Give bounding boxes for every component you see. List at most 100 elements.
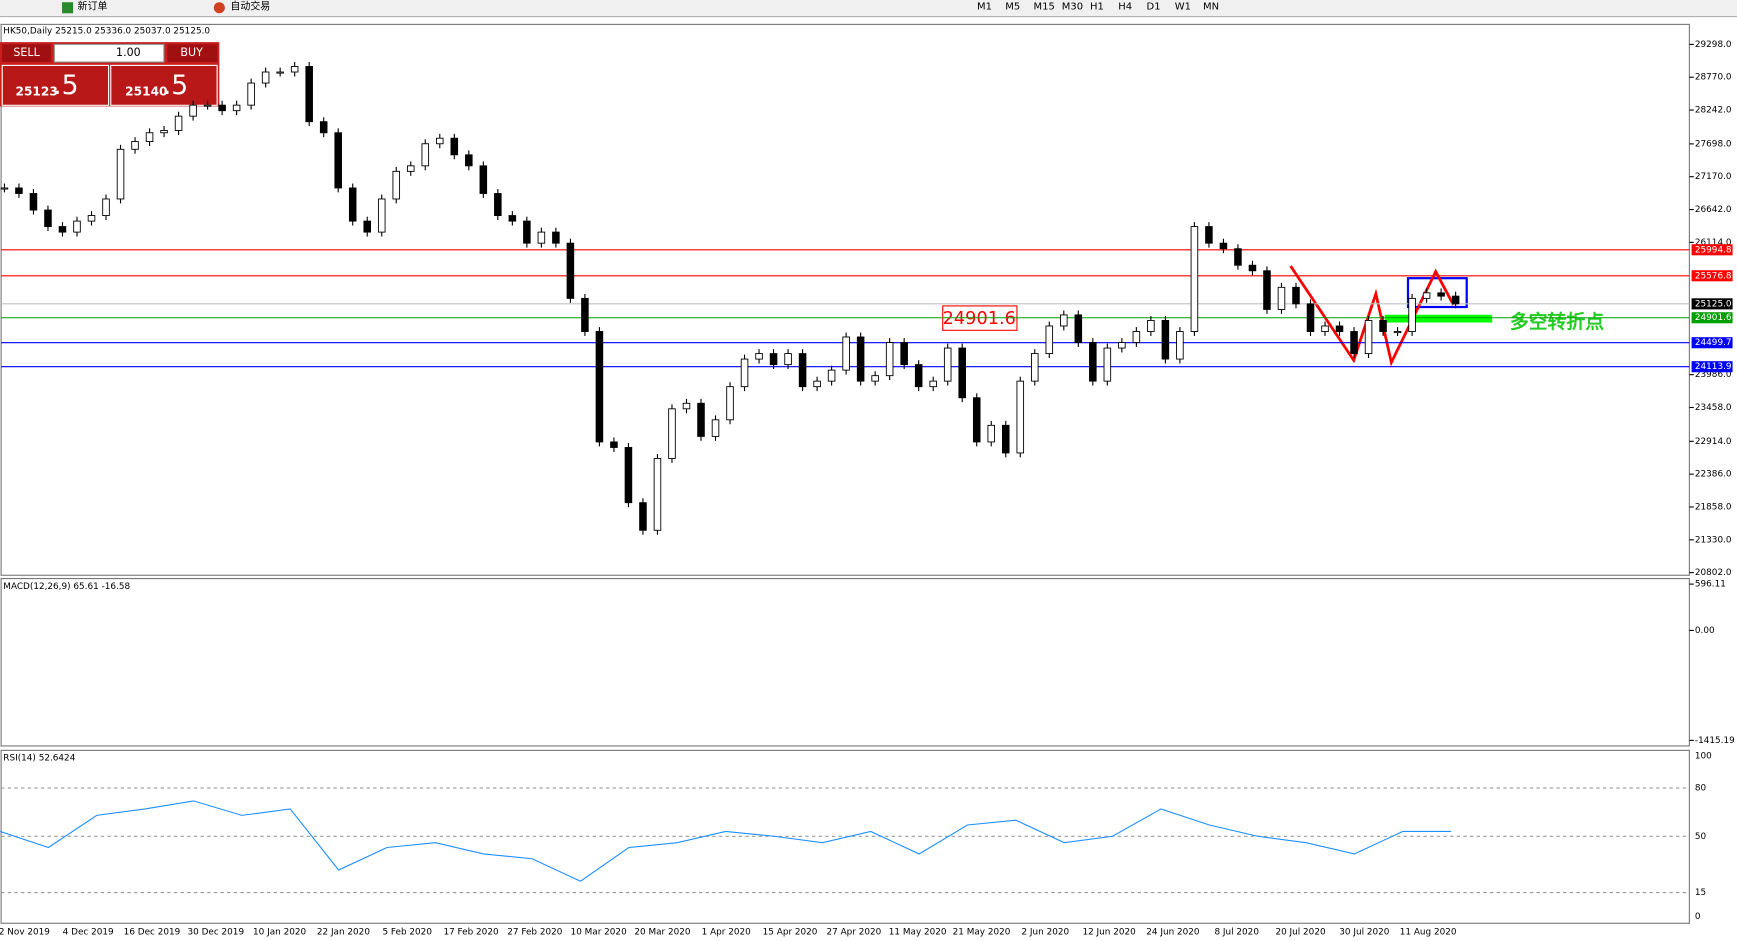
level-tag [1691, 270, 1733, 282]
candle [1161, 320, 1170, 360]
timeframe[interactable]: M15 [1034, 2, 1055, 13]
candle [174, 115, 183, 131]
y-tick-label: 27170.0 [1695, 172, 1732, 182]
timeframe[interactable]: M1 [977, 2, 992, 13]
rsi-tick-label: 0 [1695, 912, 1701, 922]
sell-price-tail[interactable]: .5 [53, 70, 78, 101]
candle [1016, 380, 1025, 454]
candle [784, 353, 792, 366]
y-tick-label: 23458.0 [1695, 403, 1732, 413]
y-tick-label: 28770.0 [1695, 73, 1732, 83]
candle [697, 402, 705, 437]
x-tick-label: 20 Mar 2020 [634, 928, 691, 938]
buy-button[interactable] [167, 44, 218, 63]
lots-input[interactable] [53, 43, 165, 63]
candle [900, 342, 908, 366]
candle [523, 220, 531, 244]
timeframe[interactable]: MN [1203, 2, 1219, 13]
candle [58, 226, 67, 233]
sell-price-box[interactable] [1, 64, 110, 106]
level-label: 25576.8 [1695, 271, 1732, 281]
x-tick-label: 21 May 2020 [953, 928, 1011, 938]
candle [856, 336, 865, 382]
sell-label[interactable]: SELL [13, 46, 40, 59]
candle [842, 336, 850, 371]
y-tick-label: 26114.0 [1695, 238, 1732, 248]
x-tick-label: 2 Jun 2020 [1021, 928, 1069, 938]
auto-trade[interactable]: 自动交易 [230, 0, 270, 13]
candle [1335, 325, 1344, 332]
macd-tick-label: 0.00 [1695, 626, 1715, 636]
candle [44, 209, 52, 228]
candle [1074, 314, 1083, 343]
sell-button[interactable] [2, 44, 51, 63]
candle [421, 143, 430, 167]
candle [1219, 242, 1228, 250]
timeframe[interactable]: M30 [1062, 2, 1083, 13]
buy-label[interactable]: BUY [180, 46, 203, 59]
candle [377, 198, 386, 233]
buy-price-tail[interactable]: .5 [163, 70, 188, 101]
candle [798, 353, 807, 388]
candle [73, 220, 81, 233]
y-tick-label: 26642.0 [1695, 205, 1732, 215]
x-tick-label: 16 Dec 2019 [124, 928, 181, 938]
candle [1176, 331, 1184, 360]
candle [755, 353, 763, 360]
x-tick-label: 1 Apr 2020 [702, 928, 751, 938]
lots[interactable]: 1.00 [116, 46, 141, 59]
candle [1408, 297, 1416, 332]
candle [726, 386, 734, 421]
candle [537, 231, 546, 244]
x-tick-label: 24 Jun 2020 [1146, 928, 1200, 938]
candle [203, 104, 212, 107]
annotation: 24901.6 [943, 309, 1016, 329]
candle [552, 231, 560, 244]
candle [1234, 248, 1242, 266]
candle [1118, 342, 1126, 349]
level-label: 25994.8 [1695, 245, 1732, 255]
candle [682, 402, 691, 410]
candle [1132, 331, 1141, 343]
candle [261, 71, 270, 84]
sell-price[interactable]: 25123 [16, 84, 58, 98]
level-tag [1691, 312, 1733, 324]
candle [450, 137, 459, 156]
candle [319, 121, 328, 134]
timeframe[interactable]: D1 [1147, 2, 1161, 13]
candle [668, 408, 676, 459]
candle [334, 132, 342, 189]
timeframe[interactable]: M5 [1005, 2, 1020, 13]
candle [1379, 320, 1387, 332]
rsi-frame [0, 749, 1690, 924]
timeframe[interactable]: W1 [1175, 2, 1191, 13]
toolbar [0, 0, 1737, 17]
candle [465, 154, 473, 167]
candle [1248, 264, 1257, 272]
auto-trade-icon[interactable] [213, 2, 225, 14]
main-frame [0, 23, 1690, 576]
x-tick-label: 10 Jan 2020 [253, 928, 306, 938]
new-order[interactable]: 新订单 [78, 0, 108, 13]
x-tick-label: 11 Aug 2020 [1400, 928, 1457, 938]
candle [624, 447, 633, 504]
timeframe[interactable]: H4 [1118, 2, 1132, 13]
candle [740, 358, 749, 388]
macd-title: MACD(12,26,9) 65.61 -16.58 [3, 582, 130, 592]
candle [1306, 303, 1315, 332]
candle [15, 187, 23, 194]
y-tick-label: 21858.0 [1695, 502, 1732, 512]
candle [160, 130, 168, 134]
candle [711, 419, 720, 437]
y-tick-label: 21330.0 [1695, 535, 1732, 545]
timeframe[interactable]: H1 [1090, 2, 1104, 13]
candle [958, 347, 966, 399]
x-tick-label: 2 Nov 2019 [0, 928, 50, 938]
candle [1393, 331, 1402, 334]
level-label: 24113.9 [1695, 362, 1732, 372]
macd-frame [0, 578, 1690, 747]
candle [943, 347, 952, 382]
buy-price[interactable]: 25140 [125, 84, 167, 98]
new-order-icon[interactable] [62, 2, 74, 14]
buy-price-box[interactable] [110, 64, 218, 106]
